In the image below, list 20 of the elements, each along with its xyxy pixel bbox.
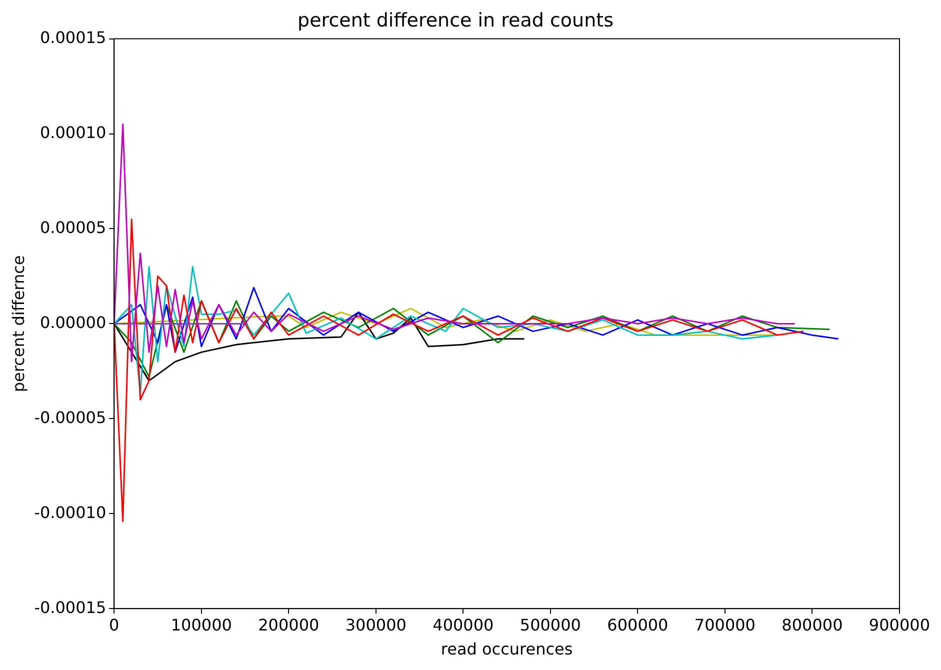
x-tick-label: 900000: [868, 615, 930, 634]
y-tick-label: 0.00010: [40, 122, 106, 142]
x-tick-label: 100000: [170, 615, 232, 634]
x-tick-label: 300000: [345, 615, 406, 634]
y-tick-label: -0.00005: [34, 408, 106, 427]
y-tick-label: 0.00005: [40, 218, 106, 237]
x-tick-label: 400000: [432, 615, 494, 634]
y-tick-label: -0.00015: [34, 598, 106, 617]
y-tick-label: 0.00015: [40, 28, 106, 47]
y-axis-title: percent differnce: [8, 255, 28, 392]
chart-title: percent difference in read counts: [298, 9, 614, 32]
y-tick-label: 0.00000: [40, 312, 106, 332]
x-tick-label: 600000: [607, 615, 668, 634]
x-axis-title: read occurences: [440, 640, 573, 659]
y-tick-label: -0.00010: [34, 502, 106, 522]
x-tick-label: 800000: [782, 615, 843, 634]
x-tick-label: 700000: [694, 615, 756, 634]
x-tick-label: 0: [109, 615, 120, 634]
x-tick-label: 200000: [258, 615, 320, 634]
x-tick-label: 500000: [520, 615, 581, 634]
